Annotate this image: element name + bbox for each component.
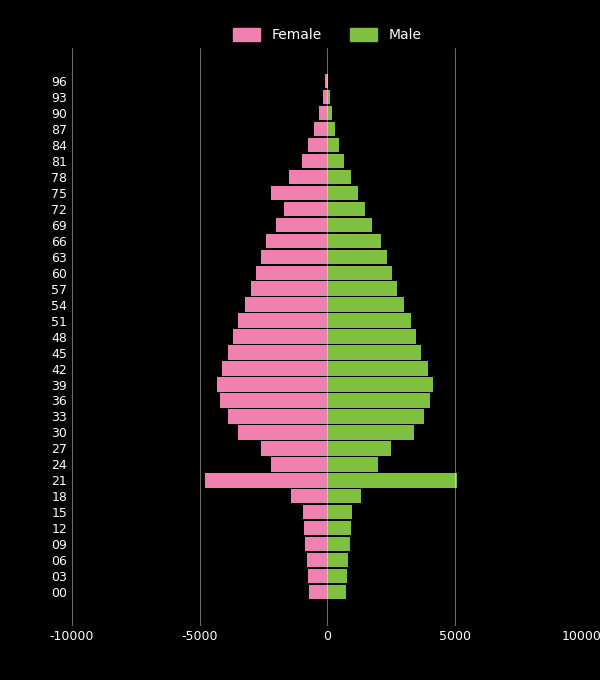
Bar bbox=[327, 393, 430, 408]
Bar bbox=[327, 154, 344, 168]
Bar bbox=[256, 265, 327, 280]
Bar bbox=[233, 329, 327, 344]
Bar bbox=[302, 154, 327, 168]
Bar bbox=[308, 569, 327, 583]
Bar bbox=[284, 202, 327, 216]
Bar bbox=[327, 282, 397, 296]
Bar bbox=[238, 425, 327, 439]
Bar bbox=[327, 122, 335, 136]
Bar bbox=[323, 90, 327, 104]
Bar bbox=[304, 521, 327, 535]
Bar bbox=[307, 553, 327, 567]
Bar bbox=[327, 329, 416, 344]
Bar bbox=[327, 297, 404, 312]
Bar bbox=[327, 106, 332, 120]
Bar bbox=[327, 90, 329, 104]
Bar bbox=[327, 265, 392, 280]
Bar bbox=[327, 74, 328, 88]
Bar bbox=[327, 457, 378, 471]
Bar bbox=[327, 473, 457, 488]
Bar bbox=[327, 537, 350, 551]
Bar bbox=[327, 585, 346, 599]
Bar bbox=[289, 170, 327, 184]
Bar bbox=[327, 250, 387, 264]
Bar bbox=[327, 234, 380, 248]
Bar bbox=[309, 585, 327, 599]
Bar bbox=[327, 521, 351, 535]
Bar bbox=[327, 170, 351, 184]
Bar bbox=[327, 489, 361, 503]
Bar bbox=[327, 313, 411, 328]
Bar bbox=[327, 441, 391, 456]
Bar bbox=[276, 218, 327, 232]
Legend: Female, Male: Female, Male bbox=[227, 22, 427, 48]
Bar bbox=[327, 138, 339, 152]
Bar bbox=[327, 377, 433, 392]
Bar bbox=[260, 441, 327, 456]
Bar bbox=[220, 393, 327, 408]
Bar bbox=[327, 218, 371, 232]
Bar bbox=[319, 106, 327, 120]
Bar bbox=[251, 282, 327, 296]
Bar bbox=[308, 138, 327, 152]
Bar bbox=[260, 250, 327, 264]
Bar bbox=[325, 74, 327, 88]
Bar bbox=[271, 186, 327, 200]
Bar bbox=[327, 186, 358, 200]
Bar bbox=[327, 409, 424, 424]
Bar bbox=[292, 489, 327, 503]
Bar bbox=[314, 122, 327, 136]
Bar bbox=[303, 505, 327, 520]
Bar bbox=[223, 361, 327, 376]
Bar bbox=[327, 569, 347, 583]
Bar bbox=[227, 409, 327, 424]
Bar bbox=[327, 345, 421, 360]
Bar bbox=[217, 377, 327, 392]
Bar bbox=[227, 345, 327, 360]
Bar bbox=[245, 297, 327, 312]
Bar bbox=[271, 457, 327, 471]
Bar bbox=[327, 553, 349, 567]
Bar bbox=[266, 234, 327, 248]
Bar bbox=[327, 202, 365, 216]
Bar bbox=[327, 361, 428, 376]
Bar bbox=[238, 313, 327, 328]
Bar bbox=[305, 537, 327, 551]
Bar bbox=[327, 505, 352, 520]
Bar bbox=[205, 473, 327, 488]
Bar bbox=[327, 425, 414, 439]
